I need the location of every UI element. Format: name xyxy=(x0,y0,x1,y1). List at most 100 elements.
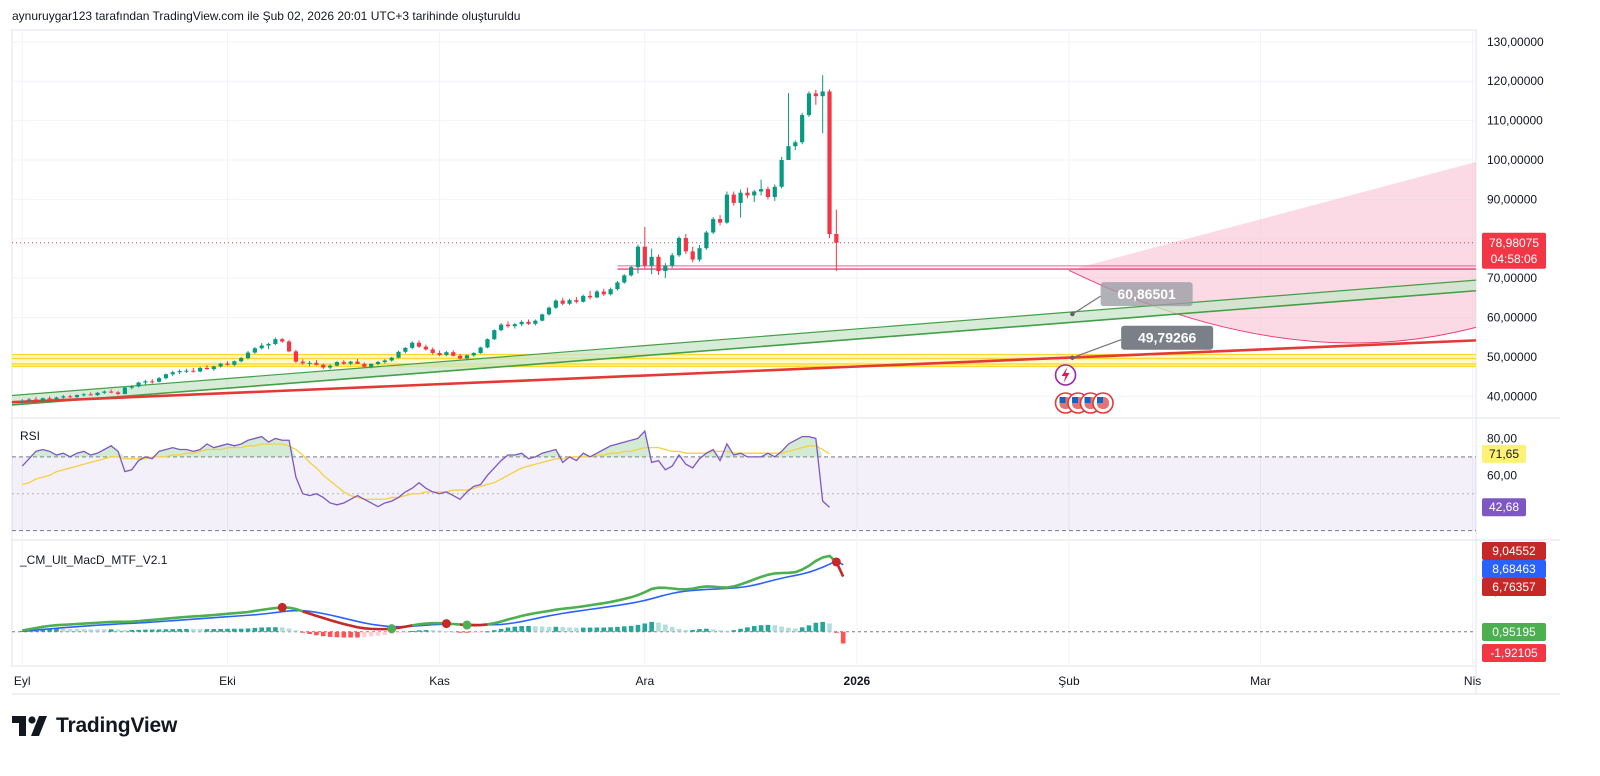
candle[interactable] xyxy=(834,209,839,272)
candle[interactable] xyxy=(410,341,415,350)
candle[interactable] xyxy=(341,360,346,365)
candle[interactable] xyxy=(738,189,743,218)
candle[interactable] xyxy=(457,353,463,360)
candle[interactable] xyxy=(478,346,483,354)
candle[interactable] xyxy=(403,347,408,354)
candle[interactable] xyxy=(191,367,196,373)
candle[interactable] xyxy=(711,217,716,235)
candle[interactable] xyxy=(697,245,702,262)
candle[interactable] xyxy=(252,347,257,354)
candle[interactable] xyxy=(321,363,326,370)
candle[interactable] xyxy=(813,89,818,105)
candle[interactable] xyxy=(492,329,497,340)
candle[interactable] xyxy=(170,370,175,377)
candle[interactable] xyxy=(731,191,736,206)
candle[interactable] xyxy=(505,321,511,328)
candle[interactable] xyxy=(109,389,114,394)
candle[interactable] xyxy=(177,369,182,375)
candle[interactable] xyxy=(615,280,620,291)
candle[interactable] xyxy=(68,394,73,398)
candle[interactable] xyxy=(293,349,299,363)
candle[interactable] xyxy=(587,290,593,300)
candle[interactable] xyxy=(622,274,627,284)
candle[interactable] xyxy=(560,297,565,306)
candle[interactable] xyxy=(54,396,59,401)
candle[interactable] xyxy=(827,89,832,238)
candle[interactable] xyxy=(663,263,668,279)
candle[interactable] xyxy=(239,356,244,363)
candle[interactable] xyxy=(581,294,586,303)
candle[interactable] xyxy=(437,350,442,357)
candle[interactable] xyxy=(793,140,798,151)
candle[interactable] xyxy=(102,390,107,394)
candle[interactable] xyxy=(74,394,80,399)
candle[interactable] xyxy=(328,364,333,370)
candle[interactable] xyxy=(451,350,456,357)
candle[interactable] xyxy=(423,344,428,351)
candle[interactable] xyxy=(430,347,435,355)
candle[interactable] xyxy=(567,298,572,305)
candle[interactable] xyxy=(280,338,285,343)
candle[interactable] xyxy=(759,179,764,196)
candle[interactable] xyxy=(670,252,675,268)
candle[interactable] xyxy=(717,215,723,226)
candle[interactable] xyxy=(232,360,237,366)
candle[interactable] xyxy=(485,338,490,349)
candle[interactable] xyxy=(40,397,45,402)
candle[interactable] xyxy=(649,248,654,275)
candle[interactable] xyxy=(752,189,757,203)
candle[interactable] xyxy=(683,234,688,255)
candle[interactable] xyxy=(286,339,292,353)
rsi-pane[interactable] xyxy=(12,429,1476,532)
candle[interactable] xyxy=(765,186,771,200)
tradingview-logo[interactable]: TradingView xyxy=(12,714,177,738)
candle[interactable] xyxy=(211,365,216,371)
candle[interactable] xyxy=(355,358,360,365)
candle[interactable] xyxy=(800,112,805,145)
candle[interactable] xyxy=(608,287,613,296)
candle[interactable] xyxy=(396,350,401,359)
candle[interactable] xyxy=(184,368,189,374)
candle[interactable] xyxy=(334,361,340,367)
candle[interactable] xyxy=(676,236,682,257)
candle[interactable] xyxy=(33,397,39,402)
candle[interactable] xyxy=(806,91,812,118)
candle[interactable] xyxy=(20,399,25,404)
candle[interactable] xyxy=(546,306,552,316)
candle[interactable] xyxy=(143,379,148,385)
candle[interactable] xyxy=(704,230,709,250)
candle[interactable] xyxy=(156,377,162,383)
candle[interactable] xyxy=(218,362,223,368)
candle[interactable] xyxy=(307,360,312,367)
candle[interactable] xyxy=(163,373,169,380)
candle[interactable] xyxy=(348,360,353,366)
candle[interactable] xyxy=(519,320,524,327)
candle[interactable] xyxy=(499,323,504,332)
candle[interactable] xyxy=(690,246,695,263)
candle[interactable] xyxy=(471,352,476,357)
candle[interactable] xyxy=(259,343,264,350)
candle[interactable] xyxy=(745,187,750,199)
candle[interactable] xyxy=(245,351,251,360)
candle[interactable] xyxy=(369,363,374,369)
candle[interactable] xyxy=(533,319,538,326)
candle[interactable] xyxy=(136,381,141,388)
candle[interactable] xyxy=(656,254,661,275)
candle[interactable] xyxy=(47,396,52,400)
candle[interactable] xyxy=(300,359,305,365)
candle[interactable] xyxy=(266,342,271,350)
candle[interactable] xyxy=(629,265,634,277)
candle[interactable] xyxy=(375,360,381,366)
candle[interactable] xyxy=(540,313,545,322)
candle[interactable] xyxy=(389,356,394,362)
candle[interactable] xyxy=(779,156,784,189)
candle[interactable] xyxy=(635,244,641,274)
candle-series[interactable] xyxy=(20,75,839,404)
candle[interactable] xyxy=(129,385,134,390)
candle[interactable] xyxy=(81,393,86,397)
candle[interactable] xyxy=(382,359,387,364)
candle[interactable] xyxy=(594,289,600,299)
candle[interactable] xyxy=(204,365,210,370)
candle[interactable] xyxy=(273,337,278,346)
